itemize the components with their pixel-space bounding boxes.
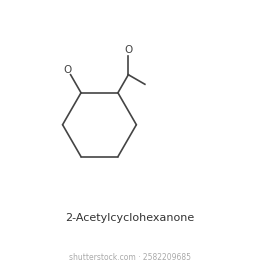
Text: 2-Acetylcyclohexanone: 2-Acetylcyclohexanone bbox=[65, 213, 195, 223]
Text: shutterstock.com · 2582209685: shutterstock.com · 2582209685 bbox=[69, 253, 191, 262]
Text: O: O bbox=[64, 65, 72, 75]
Text: O: O bbox=[124, 45, 133, 55]
